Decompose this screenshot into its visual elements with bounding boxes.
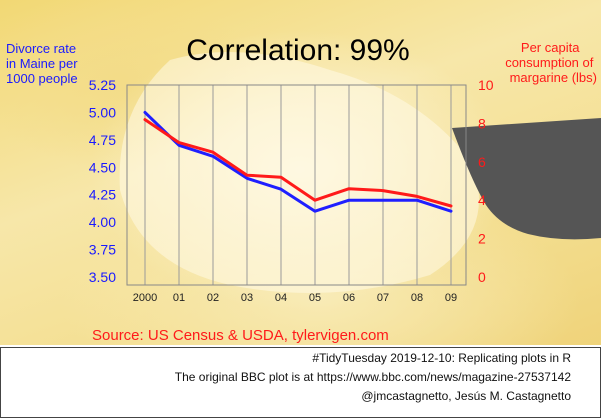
x-tick-02: 02 [207,292,219,304]
caption-line-1: #TidyTuesday 2019-12-10: Replicating plo… [312,351,571,365]
series-layer [143,110,453,213]
right-axis-title-line-1: Per capita [521,40,580,55]
margarine-series-line [143,118,453,208]
right-tick-10: 10 [478,77,494,93]
x-tick-08: 08 [411,292,423,304]
x-tick-04: 04 [275,292,287,304]
caption-line-3: @jmcastagnetto, Jesús M. Castagnetto [361,389,571,403]
x-tick-06: 06 [343,292,355,304]
right-axis-ticks: 10 8 6 4 2 0 [478,77,494,285]
x-tick-2000: 2000 [133,292,157,304]
chart-panel: Correlation: 99% Divorce rate in Maine p… [0,0,601,345]
left-tick-4.50: 4.50 [89,159,116,175]
left-tick-5.00: 5.00 [89,104,116,120]
x-tick-09: 09 [445,292,457,304]
left-tick-4.75: 4.75 [89,132,116,148]
plot-grid [144,85,452,285]
correlation-chart: Correlation: 99% Divorce rate in Maine p… [6,34,601,344]
left-axis-title-line-2: in Maine per [6,56,78,71]
divorce-rate-series-line [143,110,453,213]
left-tick-4.00: 4.00 [89,214,116,230]
left-tick-3.75: 3.75 [89,242,116,258]
left-axis-ticks: 5.25 5.00 4.75 4.50 4.25 4.00 3.75 3.50 [89,77,116,285]
knife-blade [452,118,601,240]
x-tick-07: 07 [377,292,389,304]
right-tick-6: 6 [478,154,486,170]
margarine-highlight [119,52,479,293]
right-tick-0: 0 [478,269,486,285]
right-axis-title: Per capita consumption of margarine (lbs… [505,40,597,85]
left-axis-title-line-1: Divorce rate [6,41,76,56]
right-axis-title-line-2: consumption of [505,55,594,70]
x-axis-ticks: 2000 01 02 03 04 05 06 07 08 09 [133,292,457,304]
left-tick-4.25: 4.25 [89,187,116,203]
right-tick-8: 8 [478,115,486,131]
left-tick-5.25: 5.25 [89,77,116,93]
x-tick-03: 03 [241,292,253,304]
source-note: Source: US Census & USDA, tylervigen.com [92,327,389,344]
x-tick-05: 05 [309,292,321,304]
left-axis-title-line-3: 1000 people [6,71,78,86]
caption-line-2: The original BBC plot is at https://www.… [174,370,571,384]
plot-area-frame [126,84,467,286]
left-axis-title: Divorce rate in Maine per 1000 people [6,41,81,86]
chart-title: Correlation: 99% [186,34,409,67]
right-tick-4: 4 [478,192,486,208]
right-tick-2: 2 [478,231,486,247]
x-tick-01: 01 [173,292,185,304]
right-axis-title-line-3: margarine (lbs) [510,70,597,85]
caption-box: #TidyTuesday 2019-12-10: Replicating plo… [0,347,601,418]
left-tick-3.50: 3.50 [89,269,116,285]
